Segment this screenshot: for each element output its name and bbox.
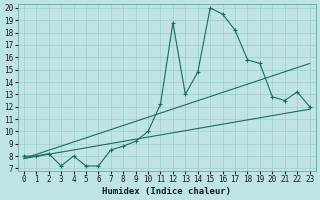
X-axis label: Humidex (Indice chaleur): Humidex (Indice chaleur) [102, 187, 231, 196]
